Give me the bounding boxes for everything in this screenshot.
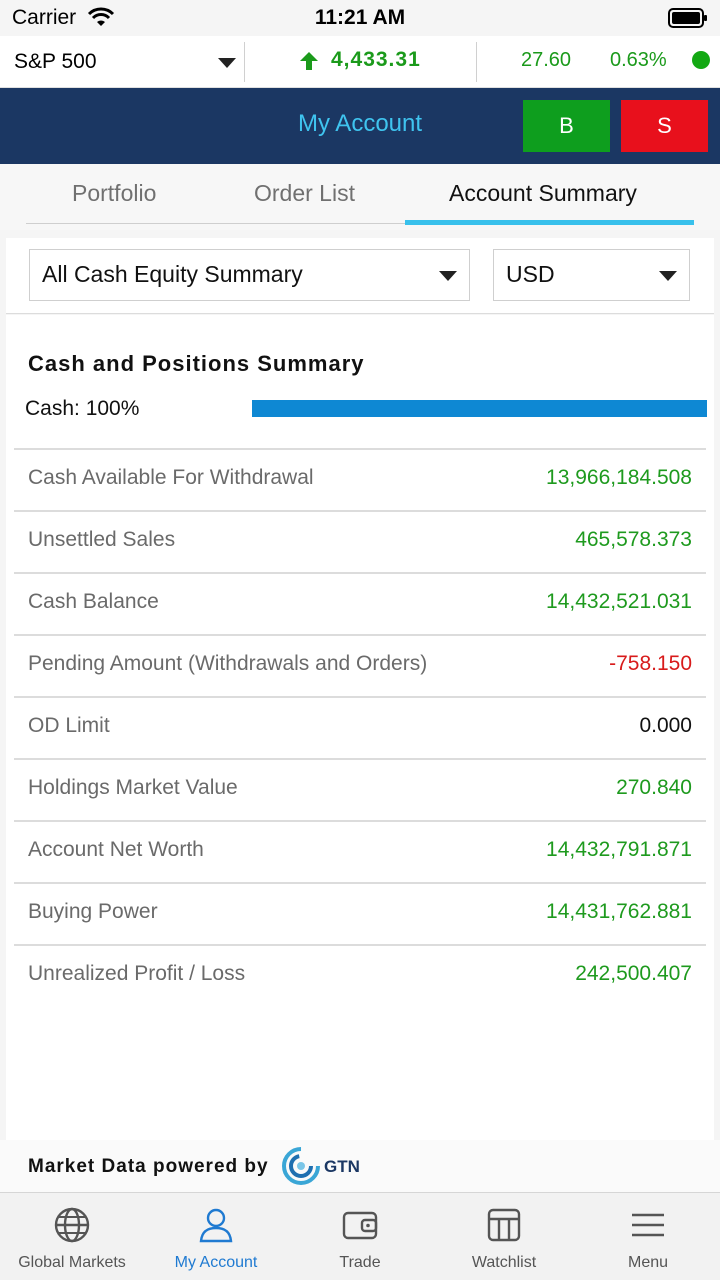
- nav-label: Trade: [339, 1254, 381, 1271]
- row-value: 13,966,184.508: [546, 466, 692, 489]
- row-value: 270.840: [616, 776, 692, 799]
- tab-divider: [26, 223, 694, 224]
- market-data-attribution: Market Data powered by GTN: [0, 1140, 720, 1192]
- row-value: -758.150: [609, 652, 692, 675]
- row-label: Pending Amount (Withdrawals and Orders): [28, 652, 428, 675]
- arrow-up-icon: [300, 52, 318, 70]
- cash-percent-label: Cash: 100%: [25, 397, 140, 420]
- index-value: 4,433.31: [331, 48, 421, 71]
- summary-type-select[interactable]: All Cash Equity Summary: [29, 249, 470, 301]
- nav-my-account[interactable]: My Account: [144, 1193, 288, 1280]
- tab-account-summary[interactable]: Account Summary: [449, 180, 637, 206]
- row-label: Unsettled Sales: [28, 528, 176, 551]
- wallet-icon: [342, 1211, 378, 1240]
- summary-row-cash-balance: Cash Balance 14,432,521.031: [14, 572, 706, 634]
- divider: [244, 42, 245, 82]
- summary-list: Cash Available For Withdrawal 13,966,184…: [14, 448, 706, 1006]
- chevron-down-icon: [439, 271, 457, 281]
- nav-label: My Account: [174, 1254, 258, 1271]
- index-name[interactable]: S&P 500: [14, 50, 97, 73]
- bottom-nav: Global Markets My Account Trade Watchlis…: [0, 1192, 720, 1280]
- row-label: OD Limit: [28, 714, 110, 737]
- summary-type-value: All Cash Equity Summary: [42, 261, 303, 287]
- user-icon: [199, 1208, 233, 1243]
- tab-portfolio[interactable]: Portfolio: [72, 180, 157, 206]
- currency-select[interactable]: USD: [493, 249, 690, 301]
- summary-row-net-worth: Account Net Worth 14,432,791.871: [14, 820, 706, 882]
- row-value: 0.000: [639, 714, 692, 737]
- svg-text:GTN: GTN: [324, 1157, 360, 1176]
- section-title: Cash and Positions Summary: [28, 351, 365, 376]
- row-label: Buying Power: [28, 900, 158, 923]
- status-bar: Carrier 11:21 AM: [0, 0, 720, 36]
- account-summary-panel: Cash and Positions Summary Cash: 100% Ca…: [6, 315, 714, 1140]
- summary-row-od-limit: OD Limit 0.000: [14, 696, 706, 758]
- powered-by-label: Market Data powered by: [28, 1156, 269, 1177]
- nav-label: Global Markets: [18, 1254, 126, 1271]
- page-title: My Account: [297, 110, 423, 137]
- row-value: 14,432,791.871: [546, 838, 692, 861]
- row-label: Account Net Worth: [28, 838, 204, 861]
- account-tabs: Portfolio Order List Account Summary: [0, 164, 720, 230]
- currency-value: USD: [506, 261, 555, 287]
- app-header: My Account B S: [0, 88, 720, 164]
- clock: 11:21 AM: [314, 6, 406, 29]
- summary-row-pending-amount: Pending Amount (Withdrawals and Orders) …: [14, 634, 706, 696]
- row-label: Cash Available For Withdrawal: [28, 466, 314, 489]
- row-value: 14,432,521.031: [546, 590, 692, 613]
- carrier-label: Carrier: [12, 6, 77, 29]
- index-change-percent: 0.63%: [610, 49, 667, 71]
- battery-icon: [668, 8, 707, 28]
- nav-label: Menu: [627, 1254, 669, 1271]
- buy-button[interactable]: B: [523, 100, 610, 152]
- gtn-logo: GTN: [282, 1147, 360, 1185]
- nav-label: Watchlist: [471, 1254, 537, 1271]
- index-change: 27.60: [521, 49, 572, 71]
- summary-row-cash-available: Cash Available For Withdrawal 13,966,184…: [14, 448, 706, 510]
- summary-row-holdings-value: Holdings Market Value 270.840: [14, 758, 706, 820]
- chevron-down-icon: [659, 271, 677, 281]
- active-tab-indicator: [405, 220, 694, 225]
- nav-menu[interactable]: Menu: [576, 1193, 720, 1280]
- summary-row-unsettled-sales: Unsettled Sales 465,578.373: [14, 510, 706, 572]
- menu-icon: [632, 1213, 664, 1237]
- filter-row: All Cash Equity Summary USD: [6, 238, 714, 314]
- summary-row-buying-power: Buying Power 14,431,762.881: [14, 882, 706, 944]
- cash-progress-fill: [252, 400, 707, 417]
- market-status-indicator: [692, 51, 710, 69]
- nav-watchlist[interactable]: Watchlist: [432, 1193, 576, 1280]
- sell-button[interactable]: S: [621, 100, 708, 152]
- tab-order-list[interactable]: Order List: [254, 180, 355, 206]
- watchlist-icon: [487, 1208, 521, 1242]
- divider: [476, 42, 477, 82]
- globe-icon: [54, 1207, 90, 1243]
- index-ticker[interactable]: S&P 500 4,433.31 27.60 0.63%: [0, 36, 720, 88]
- row-value: 465,578.373: [575, 528, 692, 551]
- row-label: Unrealized Profit / Loss: [28, 962, 246, 985]
- cash-progress-bar: [252, 400, 707, 417]
- chevron-down-icon[interactable]: [218, 58, 236, 68]
- wifi-icon: [87, 7, 115, 26]
- nav-global-markets[interactable]: Global Markets: [0, 1193, 144, 1280]
- row-value: 14,431,762.881: [546, 900, 692, 923]
- nav-trade[interactable]: Trade: [288, 1193, 432, 1280]
- row-label: Holdings Market Value: [28, 776, 238, 799]
- summary-row-unrealized-pl: Unrealized Profit / Loss 242,500.407: [14, 944, 706, 1006]
- row-label: Cash Balance: [28, 590, 159, 613]
- row-value: 242,500.407: [575, 962, 692, 985]
